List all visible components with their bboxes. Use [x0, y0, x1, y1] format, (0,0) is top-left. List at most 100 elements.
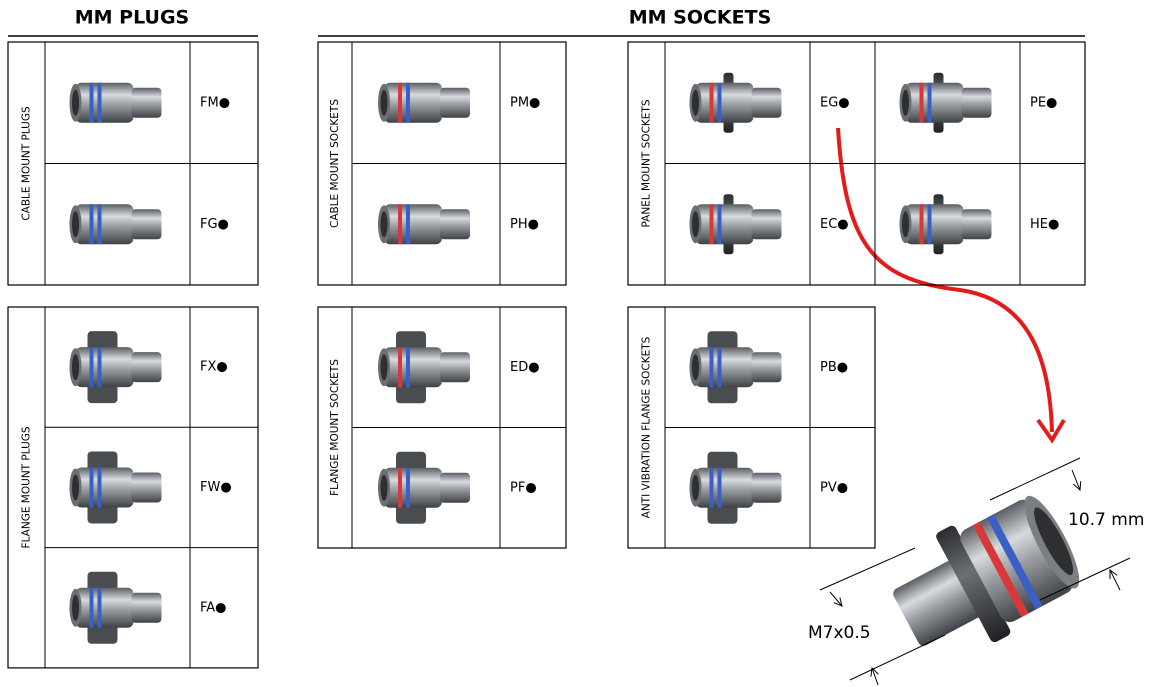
header: MM PLUGS	[75, 7, 190, 29]
rear	[440, 352, 470, 383]
band	[97, 467, 102, 508]
connector-image	[69, 82, 162, 123]
band	[97, 347, 102, 388]
band	[398, 204, 402, 245]
band	[89, 347, 94, 388]
body	[695, 347, 754, 388]
dimension-lines	[819, 457, 1131, 686]
connector-detail	[893, 495, 1080, 646]
rear	[131, 352, 162, 383]
rear	[751, 352, 782, 383]
band	[89, 82, 94, 123]
rear	[961, 87, 992, 118]
face	[72, 89, 79, 116]
face	[72, 474, 79, 501]
body	[75, 347, 134, 388]
face	[380, 354, 388, 381]
rear	[751, 209, 782, 240]
group-label: PANEL MOUNT SOCKETS	[641, 99, 653, 227]
body	[695, 467, 754, 508]
group-label: FLANGE MOUNT PLUGS	[21, 426, 33, 548]
band	[406, 467, 410, 508]
group-label: ANTI VIBRATION FLANGE SOCKETS	[641, 336, 653, 518]
band	[919, 204, 924, 245]
band	[89, 204, 94, 245]
face	[72, 354, 79, 381]
rear	[961, 209, 992, 240]
connector-code: PE●	[1030, 95, 1057, 110]
body	[75, 587, 134, 628]
connector-image	[69, 451, 162, 524]
group-box	[7, 306, 259, 669]
dimension-label: 10.7 mm	[1068, 510, 1144, 530]
face	[692, 89, 699, 116]
connector-image	[69, 204, 162, 245]
connector-image	[689, 72, 782, 133]
connector-code: FM●	[200, 95, 230, 110]
connector-code: FW●	[200, 480, 232, 495]
band	[89, 467, 94, 508]
band	[398, 467, 402, 508]
face	[380, 89, 388, 116]
connector-code: FX●	[200, 360, 228, 375]
header: MM SOCKETS	[629, 7, 772, 29]
band	[717, 204, 722, 245]
band	[919, 82, 924, 123]
face	[380, 474, 388, 501]
body	[75, 82, 134, 123]
dimension-label: M7x0.5	[808, 623, 871, 643]
face	[72, 211, 79, 238]
band	[97, 82, 102, 123]
rear	[131, 472, 162, 503]
body	[905, 204, 964, 245]
band	[709, 467, 714, 508]
body	[384, 82, 442, 123]
connector-image	[689, 331, 782, 404]
connector-image	[378, 204, 470, 245]
band	[398, 82, 402, 123]
arrow-head	[1036, 418, 1066, 444]
connector-code: FG●	[200, 217, 229, 232]
group-label: CABLE MOUNT PLUGS	[21, 106, 33, 221]
connector-code: PM●	[510, 95, 540, 110]
rear	[440, 87, 470, 118]
band	[709, 82, 714, 123]
body	[384, 347, 442, 388]
band	[97, 587, 102, 628]
rear	[751, 472, 782, 503]
body	[75, 204, 134, 245]
connector-image	[899, 194, 992, 255]
band	[709, 204, 714, 245]
rear	[131, 592, 162, 623]
connector-image	[378, 331, 470, 404]
body	[384, 467, 442, 508]
connector-image	[69, 571, 162, 644]
group-label: CABLE MOUNT SOCKETS	[329, 99, 341, 228]
band	[709, 347, 714, 388]
face	[380, 211, 388, 238]
face	[692, 354, 699, 381]
connector-code: PB●	[820, 360, 848, 375]
band	[406, 204, 410, 245]
group-label: FLANGE MOUNT SOCKETS	[329, 359, 341, 496]
connector-code: FA●	[200, 600, 227, 615]
face	[692, 211, 699, 238]
rear	[751, 87, 782, 118]
rear	[131, 209, 162, 240]
band	[717, 347, 722, 388]
band	[927, 204, 932, 245]
band	[717, 82, 722, 123]
connector-image	[689, 451, 782, 524]
connector-code: HE●	[1030, 217, 1059, 232]
band	[406, 82, 410, 123]
face	[692, 474, 699, 501]
connector-code: EG●	[820, 95, 850, 110]
rear	[440, 472, 470, 503]
connector-code: PV●	[820, 480, 848, 495]
body	[384, 204, 442, 245]
connector-image	[69, 331, 162, 404]
band	[97, 204, 102, 245]
rear	[440, 209, 470, 240]
body	[905, 82, 964, 123]
body	[695, 82, 754, 123]
